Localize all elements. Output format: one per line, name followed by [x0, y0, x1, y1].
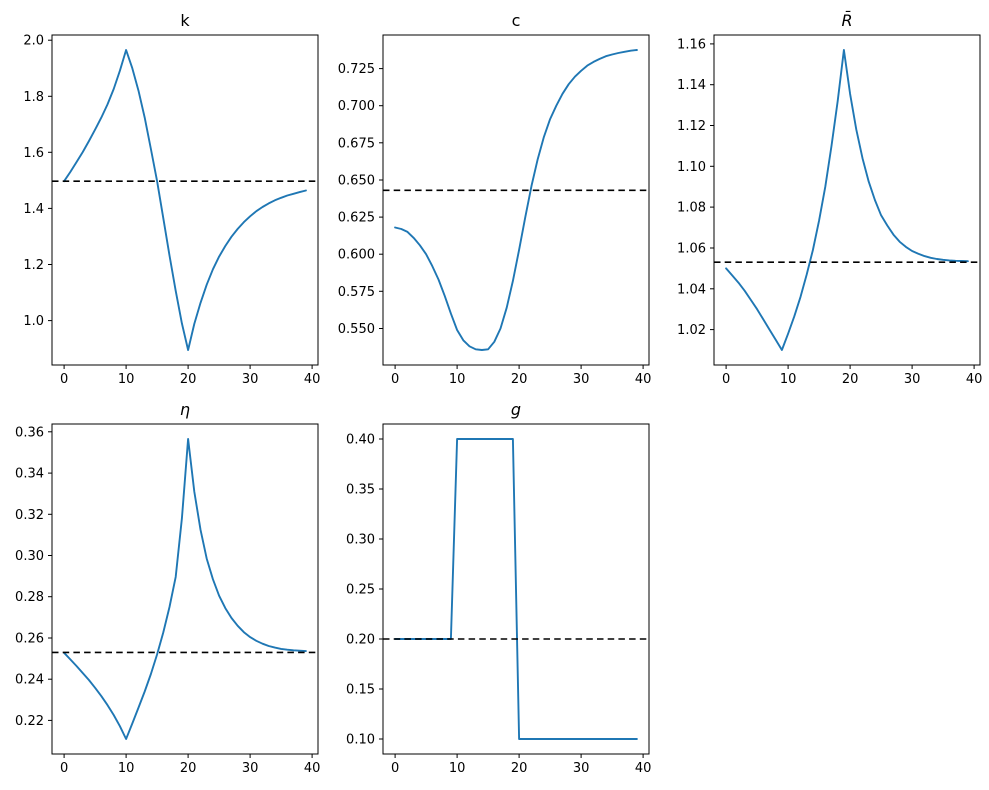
eta-x-tick-label: 20	[180, 761, 197, 776]
k-x-tick-label: 40	[304, 372, 321, 387]
g-y-tick-label: 0.15	[346, 683, 375, 698]
eta-y-tick-label: 0.26	[15, 632, 44, 647]
subplot-Rbar: 0 10 20 30 40 1.02 1.04 1.06 1.08 1.10 1.12 1.14 1.1…	[677, 11, 982, 387]
g-y-tick-label: 0.20	[346, 633, 375, 648]
Rbar-series-line	[725, 49, 969, 351]
Rbar-x-tick-label: 30	[904, 372, 921, 387]
eta-y-tick-label: 0.34	[15, 467, 44, 482]
eta-title: η	[180, 400, 190, 419]
c-y-tick-label: 0.725	[338, 62, 375, 77]
g-x-tick-label: 40	[635, 761, 652, 776]
eta-y-tick-label: 0.36	[15, 425, 44, 440]
eta-y-tick-label: 0.24	[15, 673, 44, 688]
g-x-tick-label: 10	[449, 761, 466, 776]
eta-x-tick-label: 30	[242, 761, 259, 776]
eta-series-line	[63, 438, 307, 740]
k-y-tick-label: 2.0	[23, 34, 44, 49]
g-y-tick-label: 0.30	[346, 533, 375, 548]
Rbar-axes-frame	[713, 34, 981, 366]
eta-x-tick-label: 40	[304, 761, 321, 776]
k-y-tick-label: 1.6	[23, 146, 44, 161]
g-y-tick-label: 0.25	[346, 583, 375, 598]
c-x-tick-label: 0	[391, 372, 399, 387]
k-x-tick-label: 30	[242, 372, 259, 387]
k-y-tick-label: 1.0	[23, 314, 44, 329]
eta-y-tick-label: 0.22	[15, 714, 44, 729]
k-title: k	[180, 11, 190, 30]
k-y-tick-label: 1.4	[23, 202, 44, 217]
g-y-tick-label: 0.10	[346, 733, 375, 748]
Rbar-x-tick-label: 20	[842, 372, 859, 387]
c-y-tick-label: 0.550	[338, 322, 375, 337]
g-x-tick-label: 0	[391, 761, 399, 776]
g-y-tick-label: 0.40	[346, 433, 375, 448]
k-y-tick-label: 1.2	[23, 258, 44, 273]
Rbar-y-tick-label: 1.12	[677, 119, 706, 134]
Rbar-x-tick-label: 10	[780, 372, 797, 387]
c-x-tick-label: 30	[573, 372, 590, 387]
c-y-tick-label: 0.700	[338, 99, 375, 114]
eta-x-tick-label: 0	[60, 761, 68, 776]
eta-y-tick-label: 0.30	[15, 549, 44, 564]
subplot-g: 0 10 20 30 40 0.10 0.15 0.20 0.25 0.30 0.35 0.40 g	[346, 400, 651, 776]
c-y-tick-label: 0.675	[338, 136, 375, 151]
k-x-tick-label: 20	[180, 372, 197, 387]
g-y-tick-label: 0.35	[346, 483, 375, 498]
c-x-tick-label: 20	[511, 372, 528, 387]
Rbar-y-tick-label: 1.06	[677, 242, 706, 257]
g-title: g	[511, 400, 521, 419]
c-title: c	[512, 11, 521, 30]
k-axes-frame	[51, 34, 319, 366]
c-axes-frame	[382, 34, 650, 366]
Rbar-x-tick-label: 40	[966, 372, 983, 387]
Rbar-y-tick-label: 1.10	[677, 160, 706, 175]
c-series-line	[394, 49, 638, 351]
k-x-tick-label: 10	[118, 372, 135, 387]
subplot-k: 0 10 20 30 40 1.0 1.2 1.4 1.6 1.8 2.0 k	[23, 11, 320, 387]
g-x-tick-label: 20	[511, 761, 528, 776]
Rbar-y-tick-label: 1.02	[677, 323, 706, 338]
Rbar-y-tick-label: 1.04	[677, 282, 706, 297]
k-x-tick-label: 0	[60, 372, 68, 387]
Rbar-y-tick-label: 1.14	[677, 78, 706, 93]
k-y-tick-label: 1.8	[23, 90, 44, 105]
eta-x-tick-label: 10	[118, 761, 135, 776]
subplot-c: 0 10 20 30 40 0.550 0.575 0.600 0.625 0.650 0.675 0…	[338, 11, 652, 387]
c-y-tick-label: 0.650	[338, 174, 375, 189]
Rbar-title: R̄	[841, 11, 852, 30]
Rbar-y-tick-label: 1.16	[677, 37, 706, 52]
g-x-tick-label: 30	[573, 761, 590, 776]
k-series-line	[63, 49, 307, 351]
c-x-tick-label: 10	[449, 372, 466, 387]
eta-y-tick-label: 0.32	[15, 508, 44, 523]
c-y-tick-label: 0.625	[338, 211, 375, 226]
c-y-tick-label: 0.575	[338, 285, 375, 300]
subplot-eta: 0 10 20 30 40 0.22 0.24 0.26 0.28 0.30 0.32 0.34 0.3…	[15, 400, 320, 776]
eta-y-tick-label: 0.28	[15, 590, 44, 605]
Rbar-y-tick-label: 1.08	[677, 201, 706, 216]
c-y-tick-label: 0.600	[338, 248, 375, 263]
c-x-tick-label: 40	[635, 372, 652, 387]
g-series-line	[394, 438, 638, 740]
eta-axes-frame	[51, 423, 319, 755]
Rbar-x-tick-label: 0	[722, 372, 730, 387]
